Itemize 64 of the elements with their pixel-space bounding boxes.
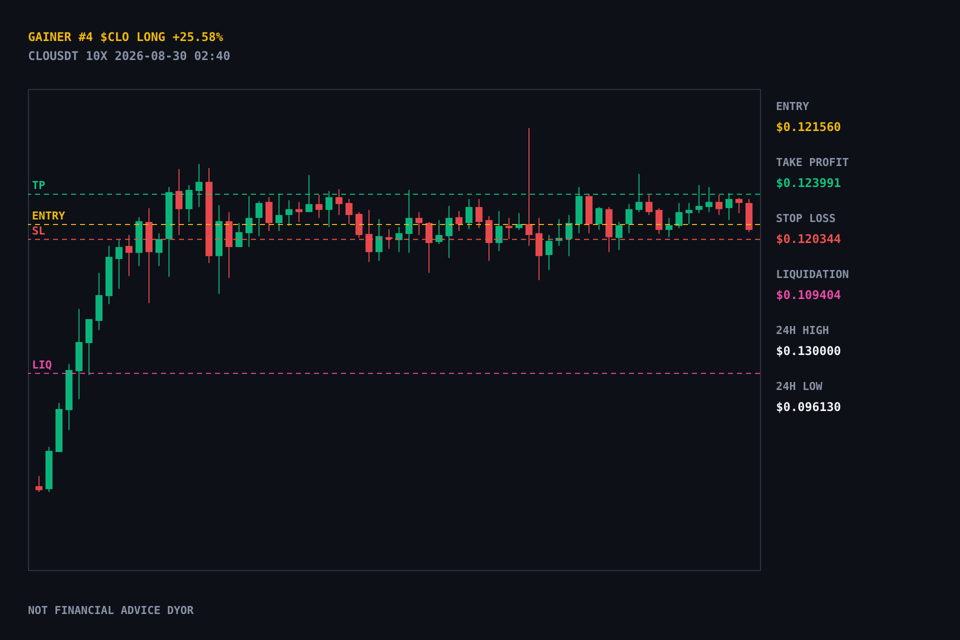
candlestick <box>416 212 422 236</box>
candlestick <box>686 202 692 225</box>
text: NOT FINANCIAL ADVICE DYOR <box>28 604 194 617</box>
candlestick <box>656 208 662 234</box>
chart-subtitle: CLOUSDT 10X 2026-08-30 02:40 <box>28 49 230 63</box>
candlestick <box>116 240 122 290</box>
candlestick <box>676 202 682 229</box>
text: LIQUIDATION <box>776 268 849 281</box>
candlestick <box>496 210 502 252</box>
candlestick <box>286 200 292 226</box>
text: TAKE PROFIT <box>776 156 850 169</box>
candlestick <box>446 205 452 258</box>
candlestick <box>646 194 652 216</box>
text: 24H LOW <box>776 380 823 393</box>
candlestick <box>326 190 332 228</box>
candlestick <box>296 201 302 222</box>
candlestick <box>246 196 252 248</box>
candlestick <box>306 174 312 213</box>
candlestick <box>176 168 182 236</box>
text: 24H HIGH <box>776 324 829 337</box>
candlestick <box>476 198 482 229</box>
candlestick <box>186 184 192 222</box>
candlestick <box>546 234 552 270</box>
candlestick <box>336 188 342 216</box>
candlestick <box>506 217 512 240</box>
candlestick <box>736 197 742 214</box>
candlestick <box>396 226 402 253</box>
candlestick <box>236 222 242 248</box>
candlestick <box>596 206 602 230</box>
candlestick <box>316 194 322 218</box>
ref-line-label: ENTRY <box>32 209 66 222</box>
candlestick <box>36 475 42 492</box>
text: ENTRY <box>776 100 810 113</box>
candlestick <box>156 232 162 266</box>
candlestick <box>726 192 732 221</box>
candlestick <box>376 218 382 262</box>
candlestick <box>636 173 642 213</box>
candlestick <box>436 220 442 245</box>
text: $0.123991 <box>776 176 842 190</box>
ref-line-label: SL <box>32 224 46 238</box>
candlestick <box>346 198 352 225</box>
candlestick <box>666 217 672 238</box>
text: $0.130000 <box>776 344 842 358</box>
text: $0.109404 <box>776 288 842 302</box>
candlestick <box>626 204 632 234</box>
candlestick <box>696 184 702 214</box>
text: $0.121560 <box>776 120 842 134</box>
candlestick <box>256 200 262 237</box>
candlestick <box>196 164 202 208</box>
candlestick <box>266 196 272 232</box>
candlestick <box>616 221 622 250</box>
candlestick <box>406 189 412 254</box>
text: $0.096130 <box>776 400 842 414</box>
candlestick <box>276 193 282 232</box>
candlestick <box>566 214 572 257</box>
ref-line-label: TP <box>32 179 46 192</box>
text: $0.120344 <box>776 232 842 246</box>
candlestick <box>706 186 712 213</box>
candlestick <box>716 194 722 216</box>
ref-line-label: LIQ <box>32 358 52 372</box>
chart-title: GAINER #4 $CLO LONG +25.58% <box>28 30 224 44</box>
candlestick <box>456 210 462 232</box>
candlestick <box>466 198 472 230</box>
text: STOP LOSS <box>776 212 836 225</box>
